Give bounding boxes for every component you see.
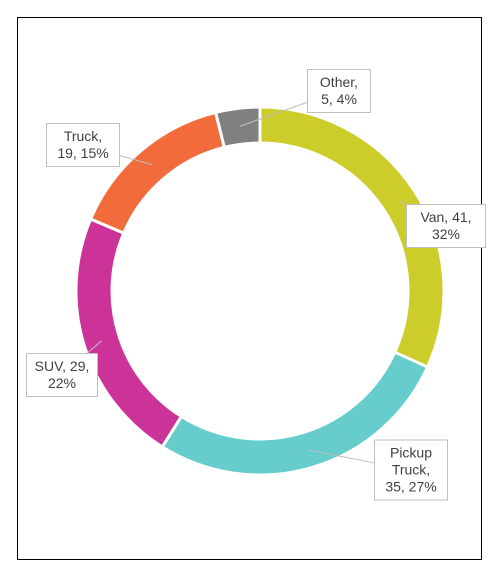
donut-segment — [74, 217, 184, 449]
data-label: Pickup Truck, 35, 27% — [374, 439, 448, 501]
data-label: Van, 41, 32% — [406, 204, 486, 248]
chart-frame — [17, 17, 482, 560]
data-label: Truck, 19, 15% — [46, 123, 120, 167]
donut-segment — [213, 105, 262, 150]
data-label: SUV, 29, 22% — [26, 353, 98, 397]
data-label: Other, 5, 4% — [307, 69, 371, 113]
